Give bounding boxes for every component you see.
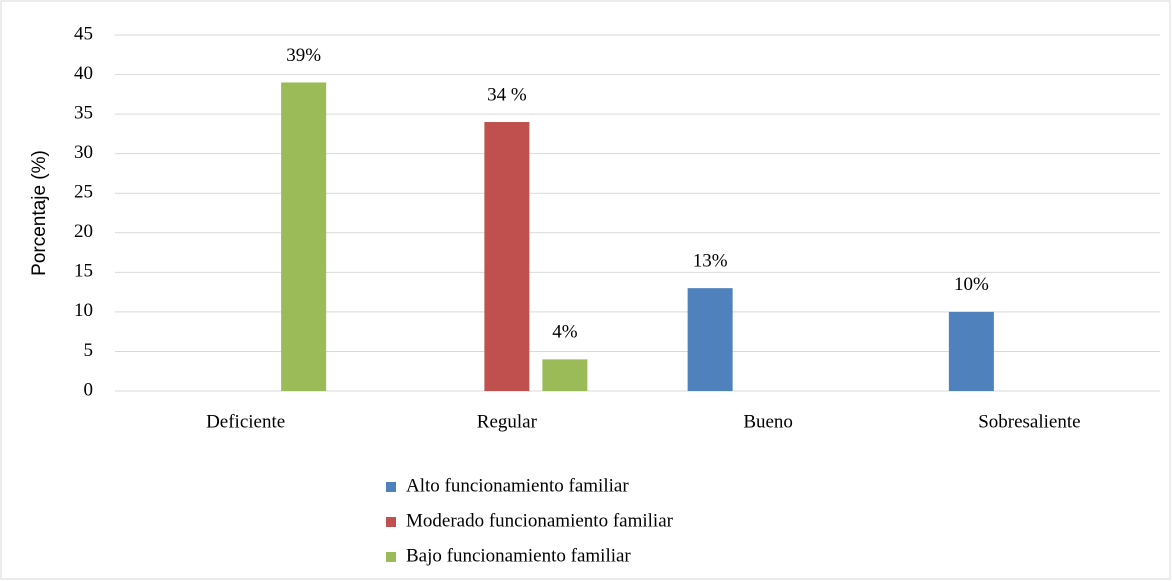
bar: [948, 311, 994, 391]
y-tick-label: 30: [74, 142, 93, 163]
data-label: 4%: [552, 322, 578, 343]
y-tick-label: 45: [74, 23, 93, 44]
x-tick-label: Bueno: [743, 411, 793, 432]
x-tick-label: Deficiente: [206, 411, 285, 432]
bar: [542, 359, 588, 391]
bar: [484, 122, 530, 392]
y-tick-label: 20: [74, 221, 93, 242]
data-label: 34 %: [487, 84, 527, 105]
legend-swatch: [386, 552, 396, 562]
legend-swatch: [386, 482, 396, 492]
y-tick-label: 40: [74, 63, 93, 84]
legend-label: Moderado funcionamiento familiar: [406, 510, 674, 531]
y-tick-label: 15: [74, 261, 93, 282]
bar: [281, 82, 327, 391]
x-tick-label: Regular: [477, 411, 538, 432]
y-tick-label: 0: [84, 379, 94, 400]
y-tick-label: 35: [74, 102, 93, 123]
y-tick-label: 10: [74, 300, 93, 321]
data-label: 10%: [954, 274, 989, 295]
data-label: 39%: [286, 45, 321, 66]
y-tick-label: 25: [74, 182, 93, 203]
x-tick-label: Sobresaliente: [978, 411, 1080, 432]
legend-label: Alto funcionamiento familiar: [406, 475, 629, 496]
y-axis-label: Porcentaje (%): [29, 150, 50, 276]
legend-label: Bajo funcionamiento familiar: [406, 545, 631, 566]
data-label: 13%: [693, 251, 728, 272]
legend-swatch: [386, 517, 396, 527]
bar: [687, 288, 733, 391]
y-tick-label: 5: [84, 340, 94, 361]
